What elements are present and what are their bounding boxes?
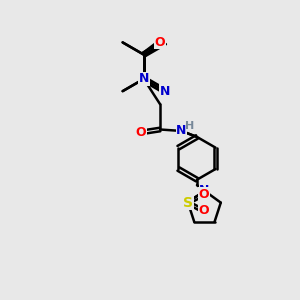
Text: O: O — [155, 36, 165, 49]
Text: S: S — [183, 196, 193, 210]
Text: N: N — [176, 124, 187, 137]
Text: O: O — [136, 126, 146, 139]
Text: H: H — [185, 121, 194, 130]
Text: O: O — [198, 188, 209, 201]
Text: N: N — [139, 73, 149, 85]
Text: N: N — [199, 184, 210, 197]
Text: O: O — [198, 205, 209, 218]
Text: N: N — [160, 85, 170, 98]
